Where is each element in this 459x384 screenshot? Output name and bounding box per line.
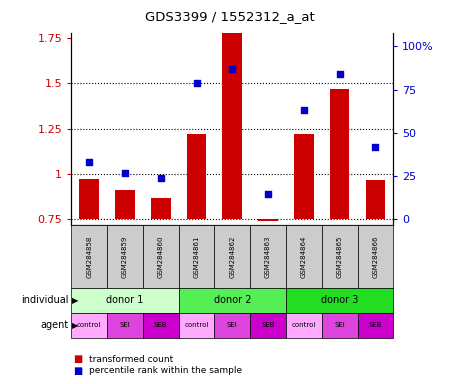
Text: GSM284864: GSM284864 bbox=[300, 235, 306, 278]
Text: SEB: SEB bbox=[368, 323, 381, 328]
Text: control: control bbox=[184, 323, 208, 328]
Bar bbox=[365, 180, 385, 219]
Text: transformed count: transformed count bbox=[89, 354, 173, 364]
Text: GSM284866: GSM284866 bbox=[372, 235, 378, 278]
Text: control: control bbox=[291, 323, 315, 328]
Point bbox=[192, 80, 200, 86]
Text: ■: ■ bbox=[73, 354, 83, 364]
Text: GSM284863: GSM284863 bbox=[264, 235, 270, 278]
Bar bbox=[257, 219, 277, 221]
Text: SEI: SEI bbox=[119, 323, 130, 328]
Point bbox=[121, 170, 129, 176]
Text: donor 3: donor 3 bbox=[320, 295, 358, 306]
Text: SEI: SEI bbox=[334, 323, 344, 328]
Text: SEB: SEB bbox=[261, 323, 274, 328]
Text: ■: ■ bbox=[73, 366, 83, 376]
Text: GDS3399 / 1552312_a_at: GDS3399 / 1552312_a_at bbox=[145, 10, 314, 23]
Text: individual: individual bbox=[22, 295, 69, 306]
Text: GSM284865: GSM284865 bbox=[336, 235, 342, 278]
Text: GSM284862: GSM284862 bbox=[229, 235, 235, 278]
Point bbox=[85, 159, 93, 166]
Bar bbox=[186, 134, 206, 219]
Text: GSM284861: GSM284861 bbox=[193, 235, 199, 278]
Bar bbox=[115, 190, 134, 219]
Text: donor 1: donor 1 bbox=[106, 295, 143, 306]
Text: ▶: ▶ bbox=[72, 296, 78, 305]
Bar bbox=[79, 179, 99, 219]
Bar bbox=[222, 22, 241, 219]
Text: GSM284860: GSM284860 bbox=[157, 235, 163, 278]
Point bbox=[335, 71, 342, 77]
Bar bbox=[329, 89, 349, 219]
Text: SEB: SEB bbox=[154, 323, 167, 328]
Text: control: control bbox=[77, 323, 101, 328]
Text: donor 2: donor 2 bbox=[213, 295, 251, 306]
Bar bbox=[151, 199, 170, 219]
Bar bbox=[293, 134, 313, 219]
Text: GSM284858: GSM284858 bbox=[86, 235, 92, 278]
Point bbox=[228, 66, 235, 72]
Point bbox=[300, 108, 307, 114]
Point bbox=[264, 190, 271, 197]
Text: GSM284859: GSM284859 bbox=[122, 235, 128, 278]
Text: SEI: SEI bbox=[226, 323, 237, 328]
Text: agent: agent bbox=[41, 320, 69, 331]
Text: percentile rank within the sample: percentile rank within the sample bbox=[89, 366, 241, 375]
Point bbox=[371, 144, 378, 150]
Text: ▶: ▶ bbox=[72, 321, 78, 330]
Point bbox=[157, 175, 164, 181]
